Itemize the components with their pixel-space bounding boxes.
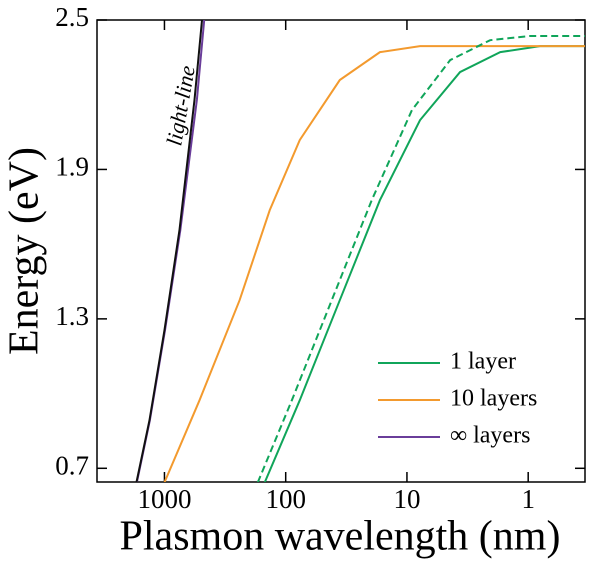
legend-label: 10 layers: [450, 386, 537, 412]
plot-frame: [96, 19, 586, 483]
legend-label: 1 layer: [450, 349, 516, 375]
line-series: [163, 45, 585, 482]
line-series: [135, 20, 204, 482]
x-tick-label: 10: [393, 484, 420, 514]
plot-area: [135, 20, 585, 482]
x-tick-label: 100: [265, 484, 306, 514]
y-tick-label: 2.5: [55, 2, 89, 32]
y-tick-label: 1.3: [55, 301, 89, 331]
y-tick-label: 0.7: [55, 451, 89, 481]
legend-label: ∞ layers: [450, 423, 530, 449]
line-series: [256, 34, 585, 482]
y-axis-label: Energy (eV): [2, 147, 48, 355]
y-tick-label: 1.9: [55, 152, 89, 182]
x-axis-label: Plasmon wavelength (nm): [120, 514, 561, 560]
line-series: [263, 45, 585, 482]
x-tick-label: 1000: [137, 484, 191, 514]
x-tick-label: 1: [521, 484, 535, 514]
